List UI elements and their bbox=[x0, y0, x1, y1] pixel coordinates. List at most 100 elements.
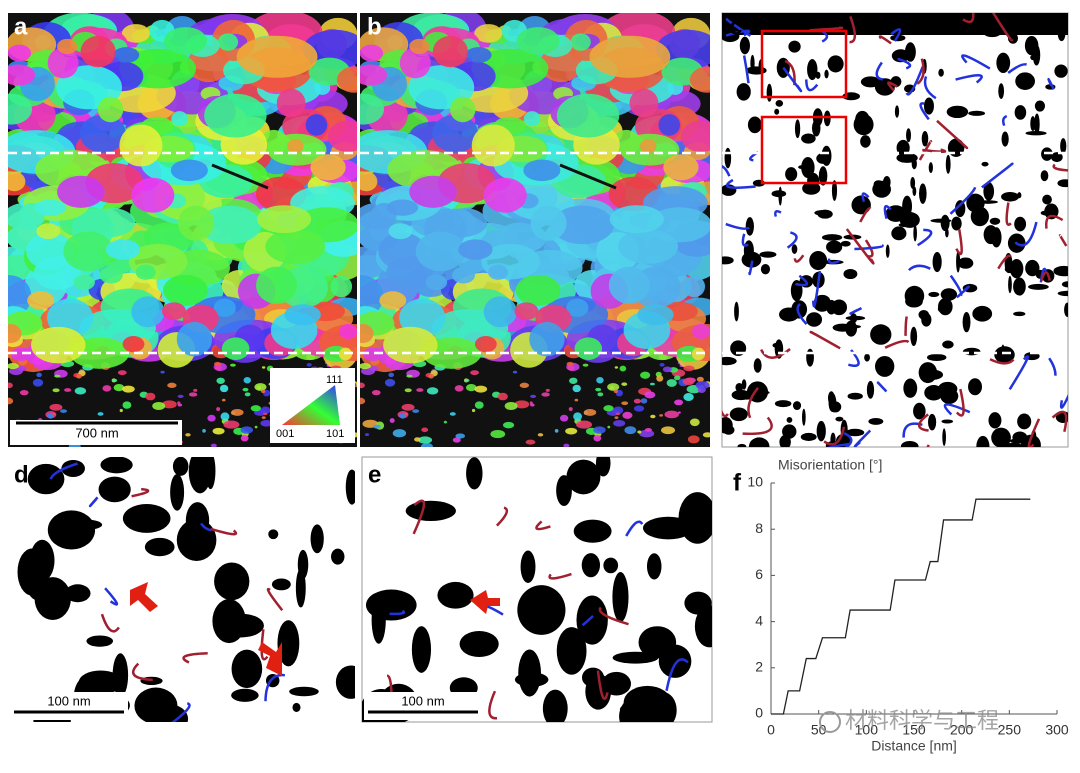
blob bbox=[310, 524, 324, 554]
grain bbox=[122, 401, 132, 409]
blob bbox=[542, 689, 568, 722]
blob bbox=[1001, 192, 1019, 202]
blob bbox=[1034, 100, 1046, 112]
blob bbox=[788, 40, 801, 53]
blob bbox=[945, 20, 961, 35]
x-tick-label: 150 bbox=[902, 722, 926, 738]
boundary bbox=[741, 233, 749, 247]
blob bbox=[735, 382, 744, 392]
boundary bbox=[849, 15, 857, 44]
boundary bbox=[916, 58, 925, 85]
blob bbox=[122, 503, 171, 533]
grain bbox=[569, 377, 578, 384]
grain bbox=[260, 406, 271, 415]
boundary bbox=[864, 239, 874, 258]
blob bbox=[809, 250, 828, 271]
grain bbox=[113, 383, 125, 392]
boundary bbox=[890, 28, 902, 42]
blob bbox=[745, 217, 754, 236]
blob bbox=[231, 688, 259, 702]
blob bbox=[1051, 152, 1063, 163]
blob bbox=[1025, 131, 1047, 136]
grain bbox=[360, 324, 374, 343]
grain bbox=[52, 388, 60, 393]
grain bbox=[474, 385, 488, 393]
boundary bbox=[171, 702, 191, 722]
grain bbox=[112, 378, 118, 382]
boundary bbox=[955, 74, 983, 84]
blob bbox=[814, 209, 832, 216]
blob bbox=[64, 584, 91, 603]
grain bbox=[574, 398, 579, 402]
y-tick-label: 6 bbox=[755, 566, 763, 582]
blob bbox=[938, 297, 953, 316]
blob bbox=[1057, 26, 1066, 42]
grain bbox=[176, 321, 213, 357]
blob bbox=[231, 649, 263, 689]
blob bbox=[556, 475, 572, 506]
blob bbox=[928, 291, 940, 297]
boundary bbox=[955, 229, 963, 256]
grain bbox=[640, 398, 648, 404]
grain bbox=[220, 412, 230, 421]
blob bbox=[920, 13, 940, 20]
grain bbox=[559, 414, 569, 422]
boundary bbox=[923, 76, 937, 100]
blob bbox=[866, 380, 875, 399]
grain bbox=[640, 371, 651, 379]
blob bbox=[945, 154, 951, 174]
boundary bbox=[726, 178, 756, 189]
blob bbox=[827, 55, 844, 73]
grain bbox=[230, 363, 236, 367]
blob bbox=[956, 251, 961, 273]
grain bbox=[673, 375, 681, 381]
grain bbox=[618, 229, 679, 264]
grain bbox=[8, 382, 13, 389]
boundary bbox=[742, 55, 750, 84]
blob bbox=[295, 568, 306, 608]
grain bbox=[223, 420, 240, 429]
blob bbox=[1028, 283, 1049, 290]
boundary bbox=[875, 61, 884, 81]
grain bbox=[639, 429, 655, 438]
blob bbox=[1013, 311, 1026, 317]
blob bbox=[61, 459, 85, 477]
blob bbox=[214, 562, 250, 601]
boundary bbox=[266, 587, 284, 612]
blob bbox=[774, 400, 792, 408]
boundary bbox=[997, 254, 1012, 270]
boundary bbox=[884, 339, 910, 349]
grain bbox=[662, 366, 672, 373]
blob bbox=[794, 119, 801, 139]
grain bbox=[371, 390, 381, 396]
blob bbox=[900, 440, 919, 447]
blob bbox=[34, 577, 71, 620]
grain bbox=[621, 382, 628, 386]
blob bbox=[603, 557, 619, 574]
grain bbox=[60, 409, 67, 413]
grain bbox=[360, 397, 366, 405]
blob bbox=[983, 225, 999, 245]
grain bbox=[171, 111, 188, 127]
blob bbox=[942, 340, 954, 349]
blob bbox=[1007, 32, 1019, 44]
blob bbox=[912, 186, 917, 197]
grain bbox=[336, 66, 357, 93]
grain bbox=[369, 365, 379, 371]
boundary bbox=[961, 54, 991, 70]
blob bbox=[566, 459, 601, 495]
blob bbox=[753, 358, 762, 373]
grain bbox=[608, 266, 650, 304]
grain bbox=[570, 33, 591, 51]
grain bbox=[483, 177, 527, 213]
boundary bbox=[747, 386, 759, 419]
blob bbox=[940, 214, 950, 232]
boundary bbox=[782, 66, 803, 93]
grain bbox=[593, 426, 606, 434]
grain bbox=[696, 376, 704, 382]
ipf-label: 101 bbox=[326, 428, 344, 440]
grain bbox=[216, 377, 225, 384]
blob bbox=[1061, 281, 1068, 288]
grain bbox=[452, 437, 461, 443]
grain bbox=[658, 114, 681, 136]
